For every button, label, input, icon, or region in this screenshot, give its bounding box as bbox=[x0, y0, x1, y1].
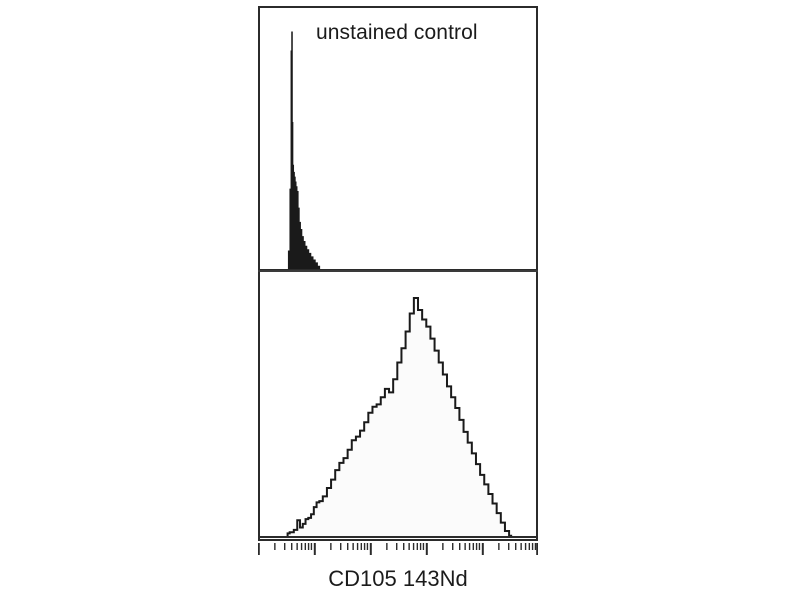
x-axis-ticks bbox=[258, 543, 538, 555]
histogram-trace-stained bbox=[260, 274, 536, 541]
histogram-panel-lower bbox=[260, 274, 536, 541]
panel-divider bbox=[258, 270, 538, 272]
x-axis-tick-strip bbox=[258, 543, 538, 557]
x-axis-label: CD105 143Nd bbox=[328, 566, 468, 591]
panel-title-unstained-control: unstained control bbox=[316, 21, 478, 44]
histogram-panel-upper bbox=[260, 8, 536, 272]
plot-frame bbox=[258, 6, 538, 541]
histogram-trace-unstained-control bbox=[260, 8, 536, 272]
